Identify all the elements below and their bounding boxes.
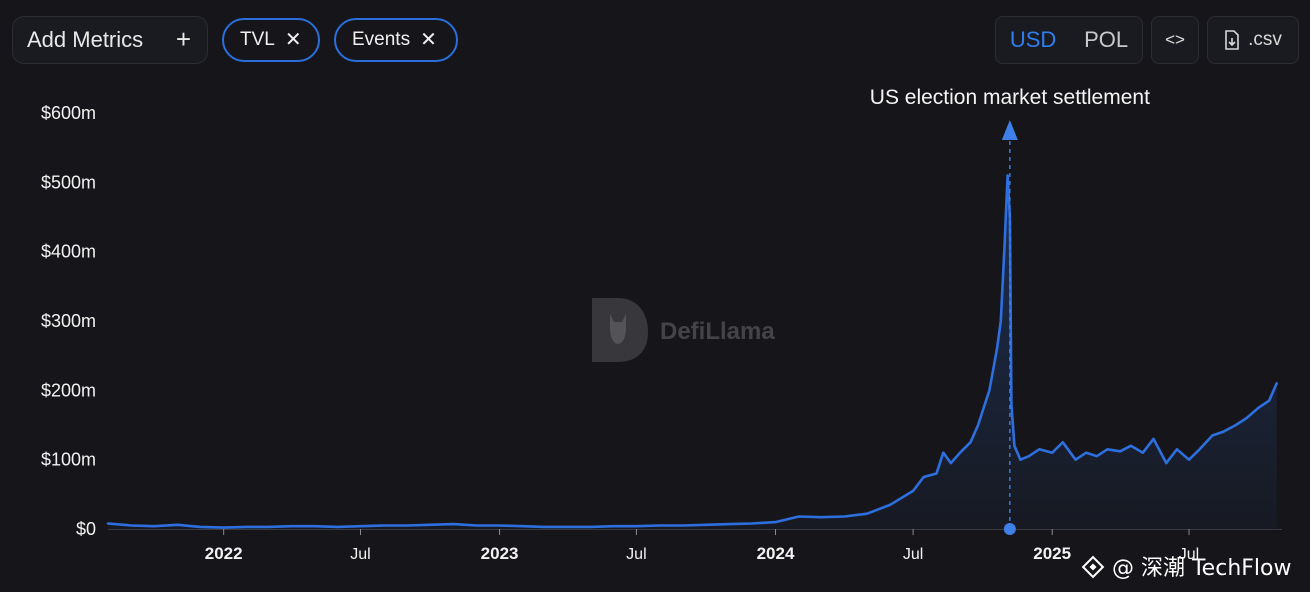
- event-label: US election market settlement: [870, 86, 1150, 109]
- series-area: [108, 175, 1277, 529]
- llama-logo-icon: [592, 298, 648, 362]
- x-tick-label: 2024: [757, 544, 795, 563]
- y-tick-label: $400m: [41, 242, 96, 262]
- metric-chip-events[interactable]: Events ✕: [334, 18, 458, 62]
- metric-chip-label: TVL: [240, 29, 275, 50]
- x-tick-label: 2022: [205, 544, 243, 563]
- y-axis: $0 $100m $200m $300m $400m $500m $600m: [41, 103, 96, 539]
- x-tick-label: Jul: [903, 546, 923, 563]
- y-tick-label: $200m: [41, 380, 96, 400]
- metric-chip-tvl[interactable]: TVL ✕: [222, 18, 320, 62]
- currency-toggle: USD POL: [995, 16, 1143, 64]
- embed-button[interactable]: <>: [1151, 16, 1199, 64]
- currency-option-usd[interactable]: USD: [1009, 27, 1057, 52]
- binance-square-icon: [1081, 555, 1105, 579]
- event-arrow-icon: [1001, 120, 1018, 140]
- metric-chip-label: Events: [352, 29, 411, 50]
- event-marker-dot[interactable]: [1003, 523, 1016, 535]
- x-tick-label: Jul: [626, 546, 646, 563]
- csv-label: .csv: [1248, 29, 1282, 50]
- add-metrics-button[interactable]: Add Metrics +: [12, 16, 208, 64]
- plus-icon: +: [175, 24, 191, 54]
- source-credit-text: @ 深潮 TechFlow: [1112, 556, 1291, 581]
- x-tick-label: 2023: [481, 544, 519, 563]
- annotations: US election market settlement: [870, 86, 1150, 535]
- watermark: DefiLlama: [592, 298, 775, 362]
- y-tick-label: $600m: [41, 103, 96, 123]
- download-file-icon: [1225, 30, 1239, 50]
- csv-download-button[interactable]: .csv: [1207, 16, 1299, 64]
- series-tvl: [106, 174, 1278, 529]
- y-tick-label: $300m: [41, 311, 96, 331]
- y-tick-label: $500m: [41, 172, 96, 192]
- x-tick-label: 2025: [1033, 544, 1071, 563]
- y-tick-label: $0: [76, 519, 96, 539]
- code-icon: <>: [1165, 30, 1185, 49]
- toolbar: Add Metrics + TVL ✕ Events ✕ USD POL <> …: [0, 0, 1310, 78]
- y-tick-label: $100m: [41, 450, 96, 470]
- watermark-text: DefiLlama: [660, 318, 775, 345]
- close-icon[interactable]: ✕: [284, 29, 302, 51]
- close-icon[interactable]: ✕: [420, 29, 437, 51]
- x-tick-label: Jul: [350, 546, 370, 563]
- currency-option-pol[interactable]: POL: [1084, 27, 1129, 52]
- x-axis: 2022 Jul 2023 Jul 2024 Jul 2025 Jul: [108, 529, 1282, 563]
- add-metrics-label: Add Metrics: [27, 27, 144, 52]
- source-credit: @ 深潮 TechFlow: [1081, 555, 1291, 581]
- series-line[interactable]: [106, 174, 1278, 529]
- x-tick-label: Jul: [1179, 546, 1199, 563]
